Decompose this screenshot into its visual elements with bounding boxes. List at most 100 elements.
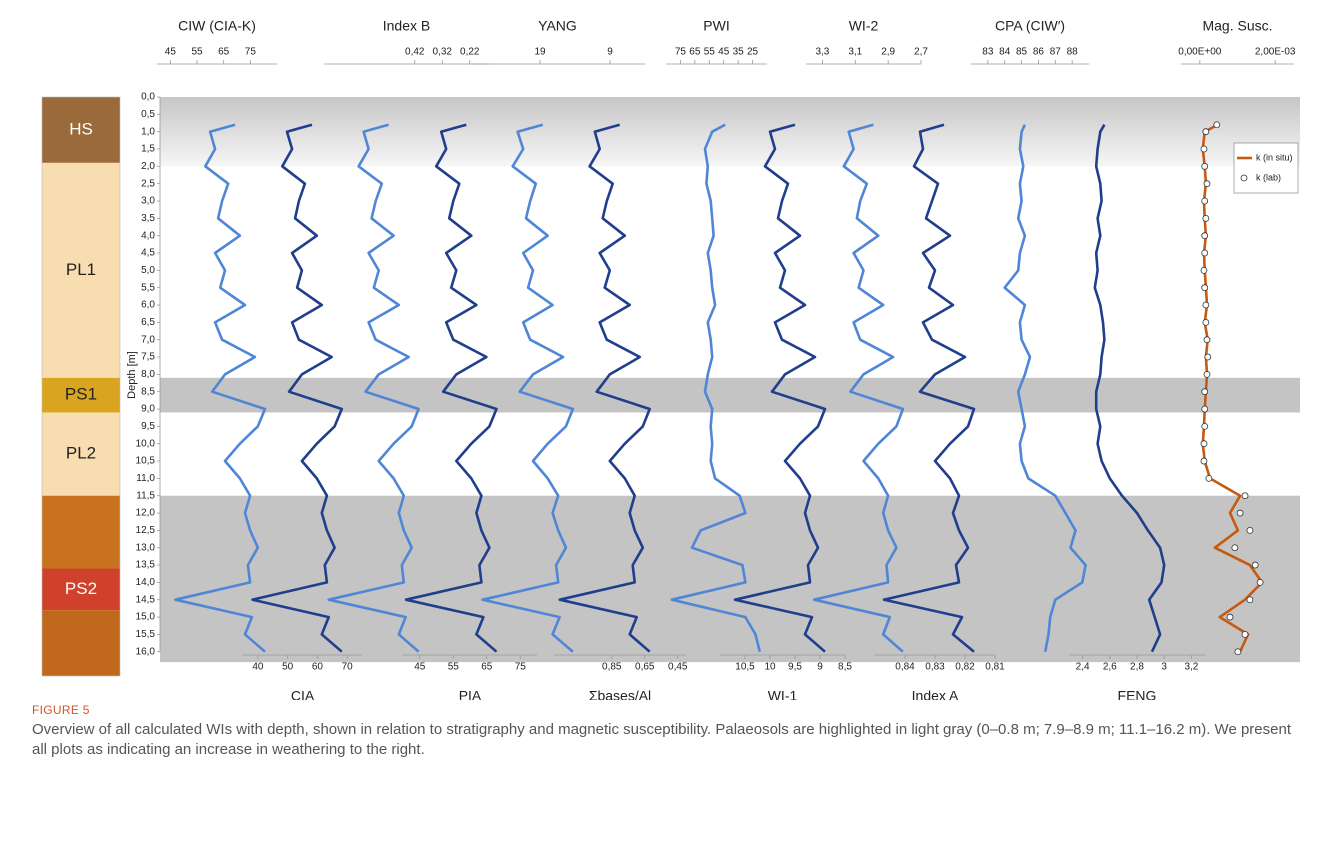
x-tick-label: 65: [689, 47, 701, 58]
x-tick-label: 9: [817, 662, 823, 673]
shaded-band: [160, 378, 1300, 413]
data-point: [1204, 337, 1210, 343]
x-tick-label: 9,5: [788, 662, 802, 673]
shaded-band: [160, 496, 1300, 662]
x-tick-label: 50: [282, 662, 294, 673]
legend-marker: [1241, 175, 1247, 181]
data-point: [1202, 389, 1208, 395]
data-point: [1204, 181, 1210, 187]
x-tick-label: 0,32: [433, 47, 453, 58]
y-tick-label: 14,5: [136, 594, 156, 605]
x-tick-label: 75: [675, 47, 687, 58]
x-tick-label: 3,2: [1184, 662, 1198, 673]
x-tick-label: 3,3: [815, 47, 829, 58]
y-tick-label: 1,0: [141, 126, 155, 137]
y-tick-label: 13,5: [136, 560, 156, 571]
shaded-band: [160, 97, 1300, 166]
data-point: [1202, 250, 1208, 256]
y-tick-label: 0,5: [141, 109, 155, 120]
x-tick-label: 0,83: [925, 662, 945, 673]
x-tick-label: 10: [764, 662, 776, 673]
page: {"figure_label": "FIGURE 5", "caption": …: [0, 0, 1331, 845]
x-tick-label: 65: [481, 662, 493, 673]
x-tick-label: 9: [607, 47, 613, 58]
axis-title: WI-1: [768, 688, 798, 700]
x-tick-label: 85: [1016, 47, 1028, 58]
legend-box: [1234, 143, 1298, 193]
data-point: [1203, 129, 1209, 135]
y-tick-label: 13,0: [136, 542, 156, 553]
x-tick-label: 83: [982, 47, 994, 58]
data-point: [1203, 319, 1209, 325]
data-point: [1232, 545, 1238, 551]
x-tick-label: 2,9: [881, 47, 895, 58]
x-tick-label: 10,5: [735, 662, 755, 673]
x-tick-label: 0,42: [405, 47, 425, 58]
data-point: [1203, 215, 1209, 221]
data-point: [1203, 302, 1209, 308]
x-tick-label: 65: [218, 47, 230, 58]
data-point: [1242, 493, 1248, 499]
y-tick-label: 12,0: [136, 508, 156, 519]
data-point: [1237, 510, 1243, 516]
data-point: [1202, 406, 1208, 412]
axis-title: Mag. Susc.: [1202, 18, 1272, 34]
data-point: [1201, 441, 1207, 447]
data-point: [1202, 423, 1208, 429]
axis-title: PIA: [459, 688, 482, 700]
caption: Overview of all calculated WIs with dept…: [32, 720, 1302, 760]
x-tick-label: 75: [245, 47, 257, 58]
x-tick-label: 2,8: [1130, 662, 1144, 673]
x-tick-label: 87: [1050, 47, 1062, 58]
x-tick-label: 35: [733, 47, 745, 58]
data-point: [1201, 146, 1207, 152]
x-tick-label: 84: [999, 47, 1011, 58]
y-tick-label: 0,0: [141, 92, 155, 103]
x-tick-label: 0,82: [955, 662, 975, 673]
y-tick-label: 4,5: [141, 248, 155, 259]
data-point: [1252, 562, 1258, 568]
y-tick-label: 4,0: [141, 230, 155, 241]
data-point: [1201, 267, 1207, 273]
axis-title: WI-2: [849, 18, 879, 34]
data-point: [1201, 458, 1207, 464]
axis-title: YANG: [538, 18, 577, 34]
x-tick-label: 0,22: [460, 47, 480, 58]
y-tick-label: 3,5: [141, 213, 155, 224]
y-tick-label: 5,5: [141, 282, 155, 293]
y-tick-label: 15,0: [136, 612, 156, 623]
strat-layer: [42, 610, 120, 676]
axis-title: FENG: [1118, 688, 1157, 700]
axis-title: Σbases/Al: [589, 688, 651, 700]
y-tick-label: 15,5: [136, 629, 156, 640]
y-tick-label: 2,5: [141, 178, 155, 189]
y-tick-label: 7,0: [141, 334, 155, 345]
x-tick-label: 88: [1067, 47, 1079, 58]
y-axis-label: Depth [m]: [126, 351, 138, 399]
data-point: [1205, 354, 1211, 360]
y-tick-label: 9,5: [141, 421, 155, 432]
x-tick-label: 0,45: [668, 662, 688, 673]
x-tick-label: 55: [191, 47, 203, 58]
y-tick-label: 16,0: [136, 646, 156, 657]
data-point: [1247, 527, 1253, 533]
strat-label: PS2: [65, 579, 97, 598]
x-tick-label: 3,1: [848, 47, 862, 58]
data-point: [1227, 614, 1233, 620]
x-tick-label: 2,7: [914, 47, 928, 58]
y-tick-label: 9,0: [141, 404, 155, 415]
y-tick-label: 10,0: [136, 438, 156, 449]
x-tick-label: 75: [515, 662, 527, 673]
legend-label: k (lab): [1256, 172, 1281, 182]
chart: HSPL1PS1PL2PS2 0,00,51,01,52,02,53,03,54…: [0, 0, 1331, 700]
axis-title: CIA: [291, 688, 315, 700]
x-tick-label: 0,00E+00: [1178, 47, 1222, 58]
x-tick-label: 60: [312, 662, 324, 673]
x-tick-label: 0,65: [635, 662, 655, 673]
legend-label: k (in situ): [1256, 152, 1293, 162]
data-point: [1257, 579, 1263, 585]
data-point: [1202, 285, 1208, 291]
figure-label: FIGURE 5: [32, 703, 90, 717]
x-tick-label: 45: [414, 662, 426, 673]
legend: k (in situ) k (lab): [1234, 143, 1298, 193]
